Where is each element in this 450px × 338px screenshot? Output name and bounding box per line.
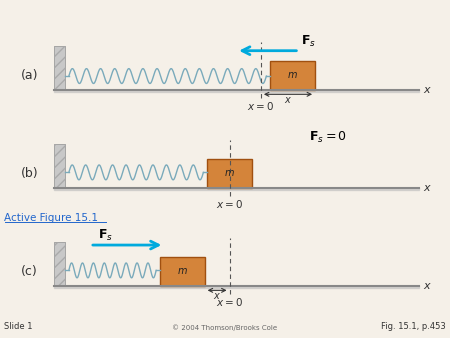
Text: $x = 0$: $x = 0$ — [216, 296, 243, 308]
Text: $\mathbf{F}_s = 0$: $\mathbf{F}_s = 0$ — [310, 130, 347, 145]
Bar — [160, 257, 205, 286]
Text: $x = 0$: $x = 0$ — [248, 100, 274, 112]
Text: Slide 1: Slide 1 — [4, 322, 33, 331]
Bar — [54, 46, 65, 90]
Bar — [54, 144, 65, 188]
Bar — [54, 46, 65, 90]
Text: (b): (b) — [20, 167, 38, 180]
Text: m: m — [288, 70, 297, 80]
Text: (a): (a) — [21, 69, 38, 82]
Text: $\mathbf{F}_s$: $\mathbf{F}_s$ — [98, 228, 113, 243]
Bar — [54, 242, 65, 286]
Text: © 2004 Thomson/Brooks Cole: © 2004 Thomson/Brooks Cole — [172, 324, 278, 331]
Text: Active Figure 15.1: Active Figure 15.1 — [4, 213, 99, 223]
Text: m: m — [225, 168, 234, 178]
Bar — [54, 144, 65, 188]
Text: $x$: $x$ — [284, 95, 292, 105]
Text: x: x — [423, 281, 430, 291]
Text: $\mathbf{F}_s$: $\mathbf{F}_s$ — [301, 34, 316, 49]
Text: (c): (c) — [21, 265, 38, 278]
Text: m: m — [177, 266, 187, 276]
Text: $x = 0$: $x = 0$ — [216, 198, 243, 210]
Bar — [54, 242, 65, 286]
Text: $x$: $x$ — [213, 291, 221, 301]
Text: Fig. 15.1, p.453: Fig. 15.1, p.453 — [381, 322, 446, 331]
Text: x: x — [423, 183, 430, 193]
Bar — [270, 61, 315, 90]
Bar — [207, 159, 252, 188]
Text: x: x — [423, 84, 430, 95]
